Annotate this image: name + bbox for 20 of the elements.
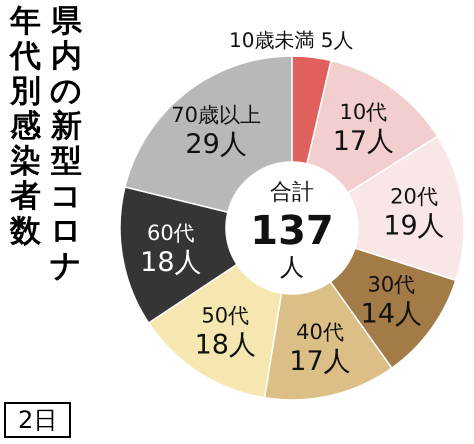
data-label: 17人 xyxy=(332,126,394,157)
text: 2日 xyxy=(4,402,72,438)
text: 人 xyxy=(280,253,304,281)
data-label: 14人 xyxy=(360,298,422,330)
data-label: 18人 xyxy=(194,329,256,360)
slice-label: 20代 xyxy=(390,184,438,209)
data-label: 18人 xyxy=(140,247,202,278)
slice-label: 30代 xyxy=(367,272,416,297)
slice-label: 50代 xyxy=(201,303,250,328)
text: 合計 xyxy=(270,180,314,205)
slice-label: 60代 xyxy=(146,221,195,246)
data-label: 19人 xyxy=(383,210,445,242)
slice-label: 70歳以上 xyxy=(171,103,261,128)
slice-label: 40代 xyxy=(296,320,344,344)
data-label: 29人 xyxy=(185,129,247,160)
chart-title: 県内の新型コロナ年代別感染者数 xyxy=(10,3,82,284)
slice-label: 10歳未満 5人 xyxy=(228,28,354,52)
slice-label: 10代 xyxy=(340,100,388,124)
text: 137 xyxy=(250,208,334,254)
data-label: 17人 xyxy=(289,346,351,377)
